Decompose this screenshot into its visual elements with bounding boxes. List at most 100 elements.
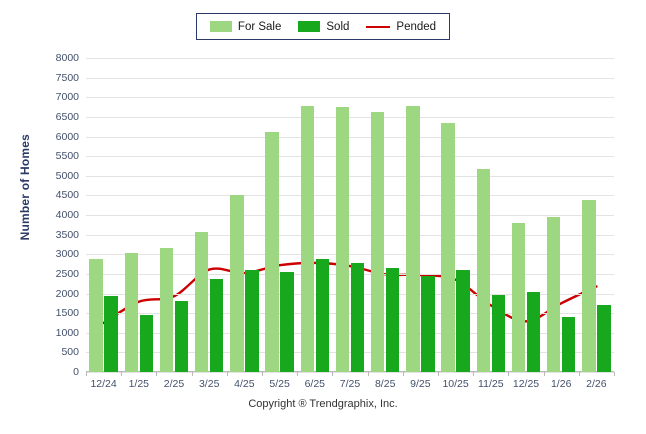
bar-for-sale[interactable] bbox=[159, 248, 174, 372]
gridline bbox=[86, 332, 614, 334]
legend-item-for-sale: For Sale bbox=[209, 20, 282, 33]
bar-sold[interactable] bbox=[280, 271, 294, 372]
bar-for-sale[interactable] bbox=[476, 168, 491, 372]
y-axis-tick-label: 1000 bbox=[55, 326, 79, 339]
x-axis-tick-label: 2/25 bbox=[163, 378, 185, 390]
y-axis-title: Number of Homes bbox=[14, 0, 36, 374]
x-axis-tick-label: 9/25 bbox=[410, 378, 431, 390]
bar-sold[interactable] bbox=[350, 262, 365, 372]
gridline bbox=[86, 58, 614, 59]
x-axis-tick-label: 1/26 bbox=[550, 378, 572, 390]
x-axis-tick-mark bbox=[473, 372, 475, 376]
y-axis-tick-label: 8000 bbox=[55, 52, 79, 64]
bar-for-sale[interactable] bbox=[89, 259, 103, 372]
gridline bbox=[86, 234, 614, 236]
gridline bbox=[86, 97, 614, 99]
copyright-notice: Copyright ® Trendgraphix, Inc. bbox=[248, 398, 398, 410]
y-axis-title-text: Number of Homes bbox=[18, 133, 32, 241]
bar-for-sale[interactable] bbox=[194, 232, 209, 372]
y-axis-tick-label: 0 bbox=[73, 366, 79, 378]
x-axis-tick-mark bbox=[121, 372, 123, 376]
bar-for-sale[interactable] bbox=[124, 252, 139, 372]
gridline bbox=[86, 215, 614, 216]
x-axis-tick-label: 12/25 bbox=[512, 378, 540, 390]
line-swatch-icon bbox=[366, 25, 391, 28]
y-axis-tick-label: 6500 bbox=[55, 110, 79, 123]
legend-label-sold: Sold bbox=[326, 20, 350, 33]
x-axis-tick-mark bbox=[191, 372, 193, 376]
x-axis-tick-mark bbox=[262, 372, 263, 376]
y-axis-tick-label: 4500 bbox=[55, 189, 79, 202]
legend-label-pended: Pended bbox=[396, 20, 437, 33]
bar-sold[interactable] bbox=[385, 267, 400, 372]
x-axis-tick-label: 12/24 bbox=[90, 378, 117, 390]
x-axis-tick-mark bbox=[156, 372, 158, 376]
x-axis-tick-label: 3/25 bbox=[198, 378, 220, 390]
legend-label-for-sale: For Sale bbox=[237, 20, 282, 33]
y-axis-tick-label: 3000 bbox=[55, 248, 79, 261]
x-axis-tick-label: 7/25 bbox=[339, 378, 361, 390]
y-axis-tick-label: 2500 bbox=[55, 267, 79, 280]
y-axis-tick-label: 7500 bbox=[55, 71, 79, 84]
bar-for-sale[interactable] bbox=[370, 111, 385, 372]
square-swatch-icon bbox=[298, 21, 321, 32]
y-axis-tick-label: 2000 bbox=[55, 287, 79, 300]
bar-sold[interactable] bbox=[421, 276, 435, 372]
chart-legend: For Sale Sold Pended bbox=[196, 13, 450, 40]
gridline bbox=[86, 136, 614, 138]
gridline bbox=[86, 77, 614, 79]
bar-sold[interactable] bbox=[245, 269, 259, 372]
x-axis-tick-label: 5/25 bbox=[269, 378, 290, 390]
x-axis-tick-mark bbox=[438, 372, 439, 376]
bar-for-sale[interactable] bbox=[265, 132, 279, 372]
y-axis-tick-label: 3500 bbox=[55, 228, 79, 241]
plot-area: 0 500 1000 1500 2000 2500 3000 3500 4000 4500 5000… bbox=[56, 52, 615, 390]
x-axis-tick-mark bbox=[297, 372, 299, 376]
gridline bbox=[86, 293, 614, 295]
bar-sold[interactable] bbox=[561, 317, 576, 372]
gridline bbox=[86, 254, 614, 256]
bar-for-sale[interactable] bbox=[511, 222, 526, 372]
x-axis-tick-label: 10/25 bbox=[442, 378, 469, 390]
x-axis-tick-mark bbox=[578, 372, 580, 376]
bar-sold[interactable] bbox=[209, 279, 224, 372]
bar-sold[interactable] bbox=[104, 296, 118, 372]
y-axis-tick-label: 500 bbox=[61, 346, 79, 359]
y-axis-tick-label: 7000 bbox=[55, 91, 79, 104]
x-axis-tick-label: 4/25 bbox=[234, 378, 255, 390]
x-axis-tick-mark bbox=[226, 372, 228, 376]
y-axis-tick-label: 5000 bbox=[55, 169, 79, 182]
x-axis-tick-mark bbox=[332, 372, 334, 376]
bar-sold[interactable] bbox=[139, 314, 154, 372]
bar-sold[interactable] bbox=[491, 294, 506, 372]
x-axis-tick-mark bbox=[508, 372, 510, 376]
legend-item-pended: Pended bbox=[366, 21, 436, 33]
x-axis-tick-mark bbox=[402, 372, 404, 376]
x-axis-tick-label: 2/26 bbox=[586, 378, 607, 390]
bar-sold[interactable] bbox=[315, 259, 330, 372]
gridline bbox=[86, 116, 614, 118]
x-axis-tick-label: 11/25 bbox=[478, 378, 504, 390]
bar-for-sale[interactable] bbox=[582, 200, 596, 372]
bar-for-sale[interactable] bbox=[230, 195, 244, 372]
bar-sold[interactable] bbox=[597, 304, 611, 372]
bar-sold[interactable] bbox=[174, 300, 189, 372]
bar-sold[interactable] bbox=[456, 269, 470, 372]
bar-for-sale[interactable] bbox=[335, 106, 350, 372]
bar-for-sale[interactable] bbox=[300, 105, 315, 372]
bar-for-sale[interactable] bbox=[441, 122, 455, 372]
x-axis-tick-mark bbox=[367, 372, 369, 376]
bar-sold[interactable] bbox=[526, 291, 541, 372]
x-axis-tick-label: 1/25 bbox=[128, 378, 150, 390]
x-axis-tick-label: 8/25 bbox=[374, 378, 396, 390]
bar-for-sale[interactable] bbox=[546, 216, 561, 372]
x-axis-tick-label: 6/25 bbox=[304, 378, 326, 390]
gridline bbox=[86, 273, 614, 275]
gridline bbox=[86, 175, 614, 177]
x-axis-tick-mark bbox=[86, 372, 87, 376]
gridline bbox=[86, 372, 614, 373]
x-axis-tick-mark bbox=[614, 372, 615, 376]
bar-for-sale[interactable] bbox=[406, 105, 420, 372]
gridline bbox=[86, 352, 614, 354]
